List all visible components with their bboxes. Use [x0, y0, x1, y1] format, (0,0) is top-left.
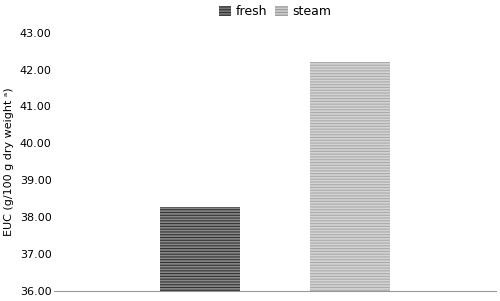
Bar — [160, 207, 240, 291]
Y-axis label: EUC (g/100 g dry weight ᵃ): EUC (g/100 g dry weight ᵃ) — [4, 88, 14, 236]
Bar — [310, 62, 390, 291]
Bar — [310, 62, 390, 291]
Bar — [160, 207, 240, 291]
Legend: fresh, steam: fresh, steam — [214, 0, 336, 23]
